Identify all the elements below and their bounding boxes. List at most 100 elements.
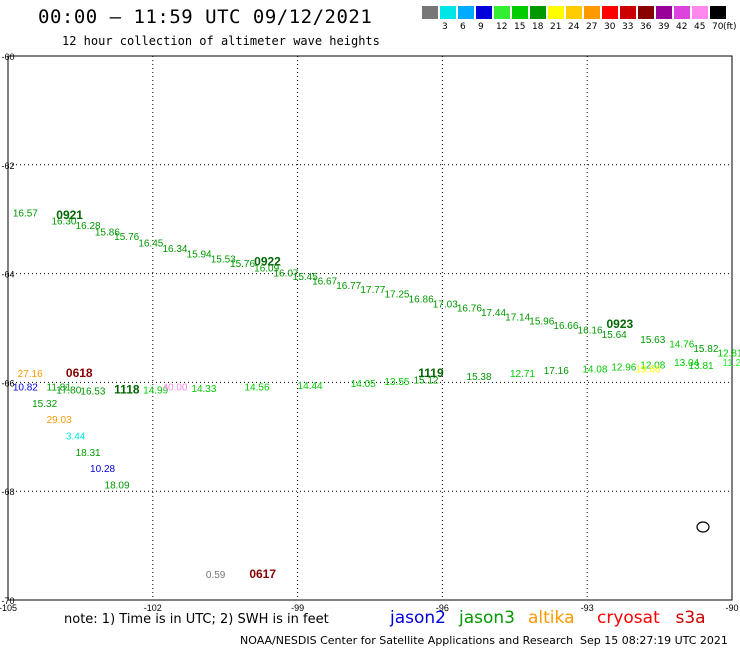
longitude-tick-label: -99 xyxy=(291,603,304,613)
wave-height-value: 16.28 xyxy=(76,221,101,232)
footer-timestamp: Sep 15 08:27:19 UTC 2021 xyxy=(580,634,728,647)
wave-height-value: 10.82 xyxy=(13,383,38,394)
wave-height-value: 15.76 xyxy=(230,259,255,270)
legend-label: 33 xyxy=(622,22,634,32)
latitude-tick-label: -70 xyxy=(1,596,14,606)
satellite-name: s3a xyxy=(675,608,706,628)
wave-height-value: 27.16 xyxy=(18,369,43,380)
wave-height-value: 16.66 xyxy=(553,321,578,332)
wave-height-value: 10.28 xyxy=(90,464,115,475)
legend-label: 18 xyxy=(532,22,544,32)
legend-swatch xyxy=(673,6,690,19)
wave-height-value: 18.31 xyxy=(76,448,101,459)
wave-height-value: 3.44 xyxy=(66,432,86,443)
legend-unit: (ft) xyxy=(723,22,737,32)
wave-height-value: 12.71 xyxy=(510,369,535,380)
legend-swatch xyxy=(619,6,636,19)
wave-height-value: 13.04 xyxy=(674,358,699,369)
legend-label: 21 xyxy=(550,22,562,32)
wave-height-value: 18.09 xyxy=(105,480,130,491)
legend-label: 39 xyxy=(658,22,670,32)
wave-height-value: 14.99 xyxy=(143,385,168,396)
wave-height-value: 15.86 xyxy=(95,228,120,239)
legend-swatch xyxy=(421,6,438,19)
wave-height-value: 15.64 xyxy=(602,330,627,341)
wave-height-value: 16.07 xyxy=(273,268,298,279)
legend-label: 45 xyxy=(694,22,706,32)
latitude-tick-label: -66 xyxy=(1,378,14,388)
footer-note: note: 1) Time is in UTC; 2) SWH is in fe… xyxy=(64,612,329,627)
wave-height-value: 19.66 xyxy=(635,365,660,376)
legend-swatch xyxy=(511,6,528,19)
wave-height-value: 15.32 xyxy=(32,399,57,410)
wave-height-value: 15.53 xyxy=(211,255,236,266)
latitude-tick-label: -60 xyxy=(1,52,14,62)
legend-swatch xyxy=(709,6,726,19)
wave-height-value: 16.45 xyxy=(138,238,163,249)
longitude-tick-label: -105 xyxy=(0,603,17,613)
wave-height-value: 16.67 xyxy=(312,276,337,287)
satellite-name: jason2 xyxy=(390,608,446,628)
legend-label: 15 xyxy=(514,22,526,32)
wave-height-value: 17.14 xyxy=(505,312,530,323)
legend-swatch xyxy=(655,6,672,19)
wave-height-value: 12.08 xyxy=(640,360,665,371)
legend-swatch xyxy=(475,6,492,19)
wave-height-value: 14.44 xyxy=(298,381,323,392)
wave-height-value: 17.25 xyxy=(384,290,409,301)
wave-height-value: 17.16 xyxy=(544,366,569,377)
wave-height-value: 13.81 xyxy=(689,361,714,372)
legend-swatch xyxy=(457,6,474,19)
wave-height-value: 15.94 xyxy=(187,249,212,260)
map-frame xyxy=(7,55,733,601)
legend-swatch xyxy=(493,6,510,19)
wave-height-value: 14.05 xyxy=(351,379,376,390)
legend-label: 70 xyxy=(712,22,724,32)
wave-height-value: 16.34 xyxy=(162,244,187,255)
wave-height-value: 16.30 xyxy=(51,217,76,228)
wave-height-value: 15.96 xyxy=(529,317,554,328)
legend-label: 30 xyxy=(604,22,616,32)
wave-height-value: 11.81 xyxy=(47,383,72,394)
legend-swatch xyxy=(637,6,654,19)
legend-label: 42 xyxy=(676,22,688,32)
legend-label: 9 xyxy=(478,22,484,32)
wave-height-value: 14.76 xyxy=(669,340,694,351)
wave-height-value: 13.55 xyxy=(384,377,409,388)
wave-height-value: 17.77 xyxy=(360,285,385,296)
longitude-tick-label: -96 xyxy=(436,603,449,613)
wave-height-value: 17.44 xyxy=(481,308,506,319)
footer-credit: NOAA/NESDIS Center for Satellite Applica… xyxy=(240,634,574,647)
wave-height-value: 16.53 xyxy=(80,386,105,397)
legend-swatch xyxy=(583,6,600,19)
legend-swatch xyxy=(547,6,564,19)
wave-height-value: 15.63 xyxy=(640,335,665,346)
wave-height-value: 16.16 xyxy=(578,325,603,336)
latitude-tick-label: -64 xyxy=(1,270,14,280)
longitude-tick-label: -90 xyxy=(725,603,738,613)
legend-label: 6 xyxy=(460,22,466,32)
wave-height-value: 15.12 xyxy=(413,375,438,386)
legend-label: 3 xyxy=(442,22,448,32)
satellite-name: jason3 xyxy=(459,608,515,628)
island-outline xyxy=(696,521,710,533)
wave-height-value: 16.57 xyxy=(13,208,38,219)
wave-height-value: 40.00 xyxy=(162,383,187,394)
longitude-tick-label: -102 xyxy=(144,603,162,613)
legend-label: 27 xyxy=(586,22,598,32)
wave-height-value: 14.33 xyxy=(191,384,216,395)
map-title: 00:00 – 11:59 UTC 09/12/2021 xyxy=(38,6,373,28)
legend-swatch xyxy=(439,6,456,19)
wave-height-value: 15.38 xyxy=(467,372,492,383)
pass-time-label: 0921 xyxy=(56,208,83,222)
longitude-tick-label: -93 xyxy=(581,603,594,613)
wave-height-value: 16.77 xyxy=(336,281,361,292)
wave-height-value: 16.09 xyxy=(254,263,279,274)
wave-height-value: 12.96 xyxy=(611,362,636,373)
wave-height-value: 17.03 xyxy=(433,299,458,310)
wave-height-value: 16.76 xyxy=(457,304,482,315)
wave-height-value: 15.76 xyxy=(114,232,139,243)
legend-swatch xyxy=(601,6,618,19)
wave-height-value: 29.03 xyxy=(47,415,72,426)
